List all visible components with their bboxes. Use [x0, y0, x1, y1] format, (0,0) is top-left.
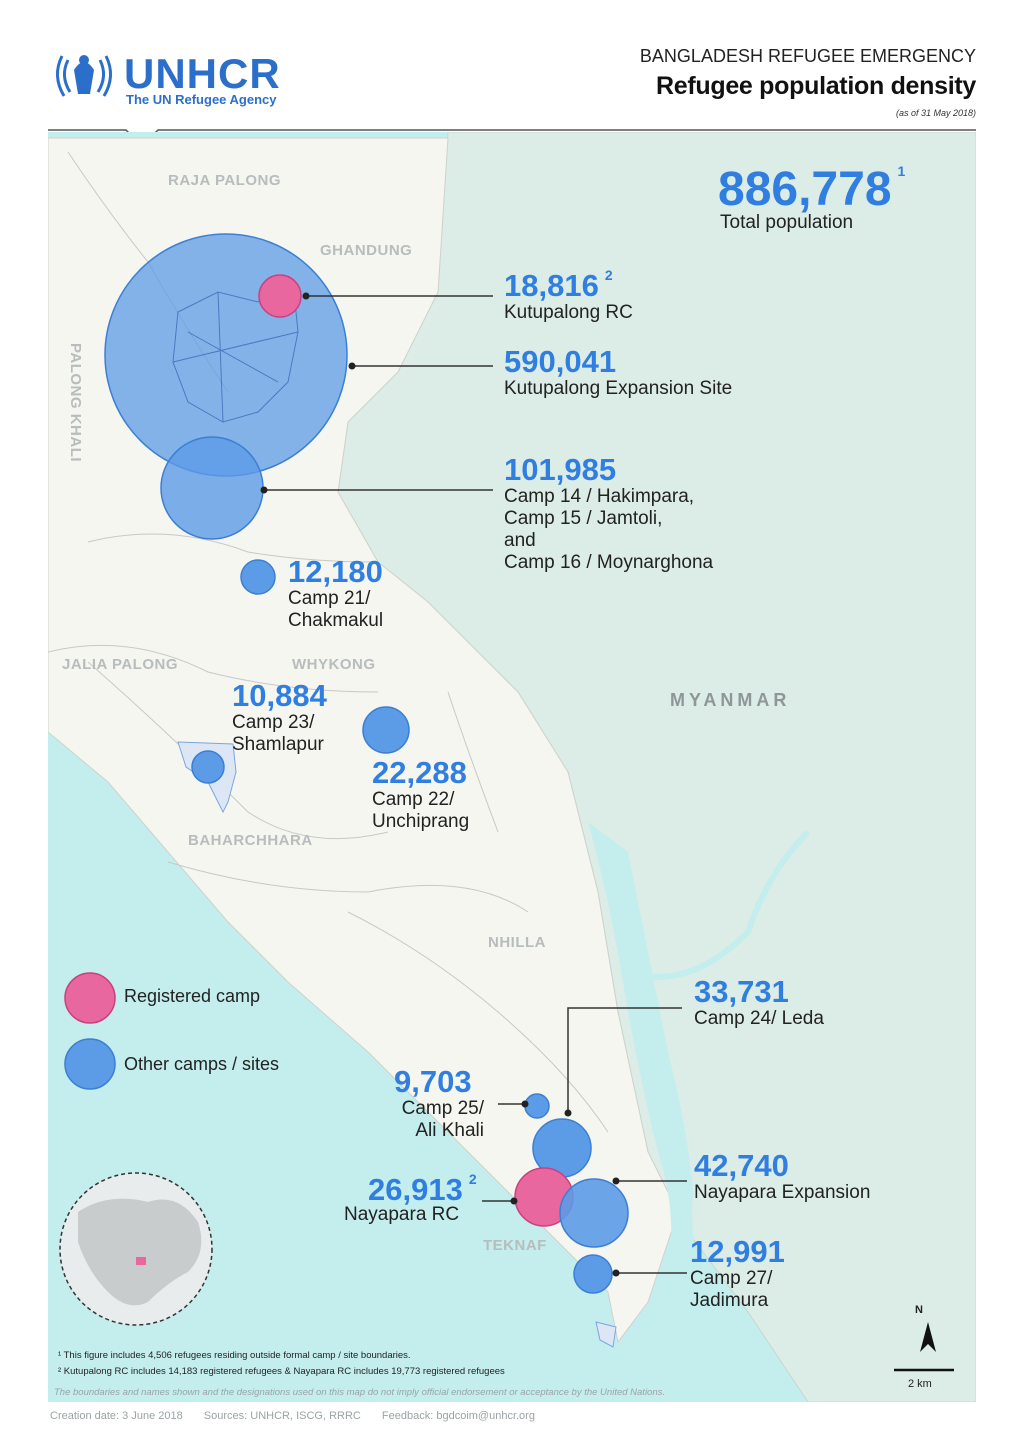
site-circle-camp-25 — [524, 1093, 550, 1119]
region-label: RAJA PALONG — [168, 172, 282, 189]
site-circle-nayapara-expansion — [559, 1178, 629, 1248]
site-label: Kutupalong RC — [504, 302, 633, 323]
site-label: Nayapara RC — [344, 1204, 460, 1225]
legend-other-swatch — [64, 1038, 116, 1090]
site-label: Camp 23/ Shamlapur — [232, 712, 324, 755]
north-label: N — [915, 1304, 923, 1316]
page-title: Refugee population density — [656, 72, 976, 100]
site-circle-kutupalong-rc — [258, 274, 302, 318]
region-label: JALIA PALONG — [62, 656, 179, 673]
creation-date: Creation date: 3 June 2018 — [50, 1410, 183, 1422]
site-value: 12,991 — [690, 1234, 785, 1269]
site-value: 33,731 — [694, 974, 789, 1009]
site-label: Camp 24/ Leda — [694, 1008, 824, 1029]
logo-wordmark: UNHCR — [124, 50, 281, 97]
header-kicker: BANGLADESH REFUGEE EMERGENCY — [639, 46, 976, 66]
site-circle-camp-22 — [362, 706, 410, 754]
legend-other-label: Other camps / sites — [124, 1054, 280, 1074]
region-label: GHANDUNG — [320, 242, 413, 259]
site-label: Camp 25/ Ali Khali — [401, 1098, 484, 1141]
region-label: TEKNAF — [483, 1237, 547, 1254]
total-population-value: 886,778 1 — [718, 163, 906, 216]
footnote-1: ¹ This figure includes 4,506 refugees re… — [58, 1350, 411, 1361]
site-label: Camp 22/ Unchiprang — [372, 789, 470, 832]
legend-registered-label: Registered camp — [124, 986, 261, 1006]
site-value: 590,041 — [504, 344, 617, 379]
footnote-2: ² Kutupalong RC includes 14,183 register… — [58, 1366, 505, 1377]
legend-registered-swatch — [64, 972, 116, 1024]
map-canvas — [47, 131, 977, 1403]
total-population-label: Total population — [720, 212, 854, 233]
site-circle-camp-27 — [573, 1254, 613, 1294]
site-label: Camp 14 / Hakimpara, Camp 15 / Jamtoli, … — [504, 486, 714, 573]
site-circle-camp-21 — [240, 559, 276, 595]
sources: Sources: UNHCR, ISCG, RRRC — [203, 1410, 361, 1422]
footer: Creation date: 3 June 2018 Sources: UNHC… — [50, 1410, 553, 1422]
site-circle-camp-14-16 — [160, 436, 264, 540]
site-label: Nayapara Expansion — [694, 1182, 871, 1203]
site-circle-camp-23 — [191, 750, 225, 784]
country-label: MYANMAR — [670, 690, 791, 710]
region-label: WHYKONG — [292, 656, 376, 673]
north-arrow-icon — [920, 1322, 936, 1352]
site-value: 12,180 — [288, 554, 383, 589]
as-of-date: (as of 31 May 2018) — [895, 108, 976, 118]
site-value: 101,985 — [504, 452, 617, 487]
region-label: BAHARCHHARA — [188, 832, 313, 849]
scale-label: 2 km — [908, 1378, 932, 1390]
disclaimer: The boundaries and names shown and the d… — [54, 1387, 666, 1398]
site-value: 26,913 2 — [368, 1171, 477, 1207]
region-label: NHILLA — [488, 934, 546, 951]
site-value: 18,816 2 — [504, 267, 613, 303]
unhcr-emblem-icon — [56, 55, 112, 97]
feedback-link[interactable]: Feedback: bgdcoim@unhcr.org — [381, 1410, 535, 1422]
site-label: Camp 27/ Jadimura — [690, 1268, 773, 1311]
site-value: 10,884 — [232, 678, 327, 713]
site-label: Kutupalong Expansion Site — [504, 378, 733, 399]
site-value: 9,703 — [394, 1064, 472, 1099]
globe-inset-icon — [59, 1172, 213, 1326]
site-value: 42,740 — [694, 1148, 789, 1183]
map: RAJA PALONG GHANDUNG PALONG KHALI JALIA … — [47, 131, 977, 1403]
site-label: Camp 21/ Chakmakul — [288, 588, 384, 631]
region-label: PALONG KHALI — [67, 342, 85, 463]
logo-subtitle: The UN Refugee Agency — [126, 92, 277, 107]
site-value: 22,288 — [372, 755, 467, 790]
